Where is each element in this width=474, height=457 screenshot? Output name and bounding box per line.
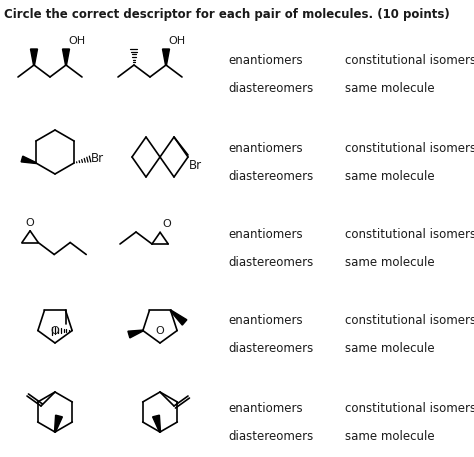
Polygon shape [163,49,170,65]
Text: enantiomers: enantiomers [228,228,302,241]
Text: O: O [51,326,59,336]
Text: same molecule: same molecule [345,256,435,270]
Text: Br: Br [91,152,104,165]
Text: Circle the correct descriptor for each pair of molecules. (10 points): Circle the correct descriptor for each p… [4,8,450,21]
Text: constitutional isomers: constitutional isomers [345,314,474,326]
Text: diastereomers: diastereomers [228,430,313,442]
Text: O: O [162,219,171,229]
Text: enantiomers: enantiomers [228,314,302,326]
Text: enantiomers: enantiomers [228,402,302,414]
Polygon shape [153,415,161,432]
Polygon shape [170,310,187,325]
Polygon shape [21,156,36,164]
Text: enantiomers: enantiomers [228,142,302,154]
Text: same molecule: same molecule [345,430,435,442]
Text: Br: Br [189,159,202,172]
Polygon shape [55,415,63,432]
Text: diastereomers: diastereomers [228,256,313,270]
Polygon shape [128,330,143,338]
Text: diastereomers: diastereomers [228,81,313,95]
Text: enantiomers: enantiomers [228,53,302,67]
Text: diastereomers: diastereomers [228,170,313,182]
Text: O: O [26,218,35,228]
Text: constitutional isomers: constitutional isomers [345,142,474,154]
Text: same molecule: same molecule [345,81,435,95]
Polygon shape [30,49,37,65]
Text: diastereomers: diastereomers [228,341,313,355]
Text: constitutional isomers: constitutional isomers [345,53,474,67]
Text: OH: OH [168,36,185,46]
Text: OH: OH [68,36,85,46]
Text: constitutional isomers: constitutional isomers [345,402,474,414]
Text: O: O [155,326,164,336]
Text: same molecule: same molecule [345,341,435,355]
Text: constitutional isomers: constitutional isomers [345,228,474,241]
Text: same molecule: same molecule [345,170,435,182]
Polygon shape [63,49,70,65]
